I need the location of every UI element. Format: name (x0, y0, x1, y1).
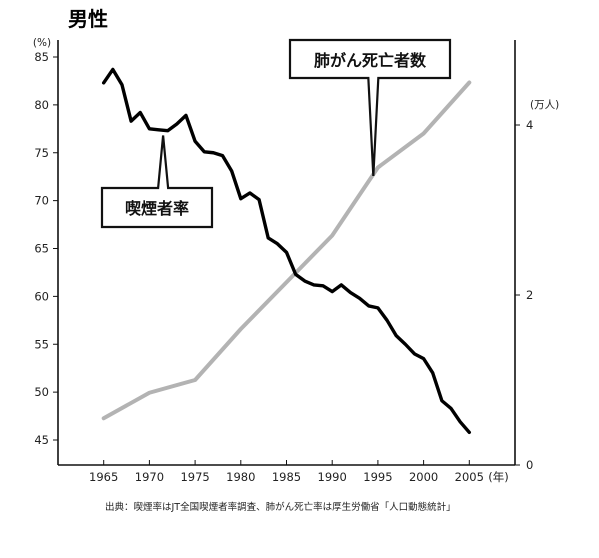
x-tick-label: 1975 (180, 470, 209, 484)
left-tick-label: 70 (34, 194, 49, 208)
left-y-axis: (%) 45 50 55 60 65 70 75 80 85 (33, 37, 58, 447)
series-line-smoking-rate (101, 67, 471, 435)
callouts: 喫煙者率 肺がん死亡者数 (100, 38, 452, 229)
x-tick-label: 1965 (89, 470, 118, 484)
right-tick-label: 2 (526, 288, 533, 302)
left-tick-label: 55 (34, 337, 49, 351)
right-y-axis: (万人) 0 2 4 (515, 99, 559, 472)
left-axis-unit: (%) (33, 37, 51, 49)
left-tick-label: 45 (34, 433, 49, 447)
x-axis: 1965 1970 1975 1980 1985 1990 1995 2000 2005 (年) (89, 460, 509, 484)
x-tick-label: 2005 (455, 470, 484, 484)
left-tick-label: 65 (34, 242, 49, 256)
callout-smoking-rate-box (100, 135, 214, 229)
callout-lung-cancer-label: 肺がん死亡者数 (314, 51, 427, 70)
series-layer (101, 67, 472, 435)
callout-lung-cancer-box (288, 38, 452, 177)
x-tick-label: 1995 (363, 470, 392, 484)
left-tick-label: 80 (34, 98, 49, 112)
right-axis-unit: (万人) (530, 99, 559, 111)
x-tick-label: 1985 (272, 470, 301, 484)
x-tick-label: 1970 (135, 470, 164, 484)
x-axis-unit: (年) (488, 470, 508, 484)
left-tick-label: 85 (34, 50, 49, 64)
x-tick-label: 2000 (409, 470, 438, 484)
source-note: 出典：喫煙率はJT全国喫煙者率調査、肺がん死亡率は厚生労働省「人口動態統計」 (105, 501, 456, 513)
right-tick-label: 0 (526, 458, 533, 472)
right-tick-label: 4 (526, 118, 533, 132)
chart-title: 男性 (68, 7, 108, 31)
callout-smoking-rate-label: 喫煙者率 (125, 199, 189, 218)
x-tick-label: 1990 (318, 470, 347, 484)
left-tick-label: 50 (34, 385, 49, 399)
series-line-lung-cancer-deaths (101, 80, 472, 421)
x-tick-label: 1980 (226, 470, 255, 484)
left-tick-label: 60 (34, 289, 49, 303)
left-tick-label: 75 (34, 146, 49, 160)
